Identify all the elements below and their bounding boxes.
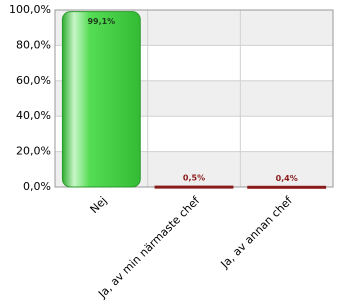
bar — [154, 185, 234, 189]
value-label: 99,1% — [87, 17, 115, 26]
x-tick-label: Ja, av min närmaste chef — [95, 193, 203, 300]
y-tick-label: 60,0% — [16, 74, 51, 87]
bar — [247, 185, 327, 189]
value-label: 0,5% — [183, 174, 205, 183]
y-tick-label: 40,0% — [16, 109, 51, 122]
y-tick-label: 100,0% — [9, 3, 51, 16]
value-label: 0,4% — [276, 174, 298, 183]
x-tick-label: Ja, av annan chef — [218, 193, 296, 271]
x-tick-label: Nej — [88, 194, 110, 216]
bar — [61, 11, 141, 188]
y-tick-label: 0,0% — [23, 180, 51, 193]
y-tick-label: 80,0% — [16, 38, 51, 51]
y-tick-label: 20,0% — [16, 145, 51, 158]
